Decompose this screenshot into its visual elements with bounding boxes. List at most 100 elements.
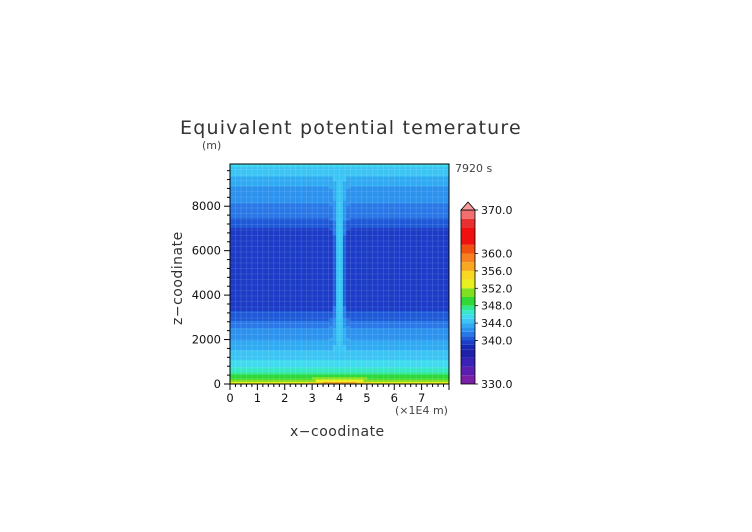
heatmap-cell bbox=[380, 261, 385, 265]
heatmap-cell bbox=[291, 274, 296, 277]
heatmap-cell bbox=[383, 212, 388, 216]
heatmap-cell bbox=[230, 340, 234, 343]
heatmap-cell bbox=[431, 242, 436, 246]
heatmap-cell bbox=[264, 274, 269, 277]
heatmap-cell bbox=[360, 237, 364, 241]
heatmap-cell bbox=[404, 330, 409, 334]
heatmap-cell bbox=[418, 315, 423, 319]
heatmap-cell bbox=[308, 371, 313, 375]
heatmap-cell bbox=[298, 335, 303, 338]
heatmap-cell bbox=[390, 340, 395, 343]
heatmap-cell bbox=[281, 359, 286, 363]
heatmap-cell bbox=[250, 239, 255, 243]
heatmap-cell bbox=[230, 239, 234, 243]
heatmap-cell bbox=[435, 288, 440, 292]
heatmap-cell bbox=[435, 366, 440, 370]
heatmap-cell bbox=[257, 247, 262, 250]
heatmap-cell bbox=[414, 352, 419, 356]
heatmap-cell bbox=[339, 256, 344, 260]
heatmap-cell bbox=[329, 332, 334, 336]
heatmap-cell bbox=[267, 283, 272, 287]
heatmap-cell bbox=[284, 254, 289, 258]
heatmap-cell bbox=[291, 232, 296, 236]
heatmap-cell bbox=[260, 381, 265, 384]
heatmap-cell bbox=[407, 342, 412, 346]
heatmap-cell bbox=[373, 359, 378, 363]
heatmap-cell bbox=[349, 374, 354, 378]
heatmap-cell bbox=[414, 303, 419, 307]
heatmap-cell bbox=[312, 283, 316, 287]
heatmap-cell bbox=[363, 327, 368, 331]
heatmap-cell bbox=[404, 274, 409, 277]
heatmap-cell bbox=[360, 212, 364, 216]
heatmap-cell bbox=[394, 234, 399, 238]
heatmap-cell bbox=[425, 266, 429, 270]
heatmap-cell bbox=[291, 215, 296, 219]
heatmap-cell bbox=[401, 300, 405, 304]
heatmap-cell bbox=[257, 244, 262, 248]
heatmap-cell bbox=[230, 200, 234, 204]
heatmap-cell bbox=[260, 296, 265, 299]
heatmap-cell bbox=[291, 327, 296, 331]
heatmap-cell bbox=[438, 364, 443, 368]
heatmap-cell bbox=[257, 254, 262, 258]
heatmap-cell bbox=[315, 376, 320, 380]
heatmap-cell bbox=[373, 315, 378, 319]
heatmap-cell bbox=[336, 198, 340, 202]
heatmap-cell bbox=[284, 381, 289, 384]
heatmap-cell bbox=[387, 198, 392, 202]
heatmap-cell bbox=[325, 193, 330, 197]
heatmap-cell bbox=[418, 291, 423, 294]
heatmap-cell bbox=[394, 366, 399, 370]
heatmap-cell bbox=[312, 249, 316, 253]
heatmap-cell bbox=[370, 325, 375, 329]
heatmap-cell bbox=[243, 288, 248, 292]
heatmap-cell bbox=[438, 322, 443, 326]
heatmap-cell bbox=[373, 281, 378, 285]
heatmap-cell bbox=[336, 325, 340, 329]
heatmap-cell bbox=[240, 352, 245, 356]
heatmap-cell bbox=[253, 381, 258, 384]
heatmap-cell bbox=[401, 296, 405, 299]
heatmap-cell bbox=[346, 318, 351, 321]
heatmap-cell bbox=[284, 210, 289, 214]
heatmap-cell bbox=[243, 234, 248, 238]
heatmap-cell bbox=[243, 249, 248, 253]
heatmap-cell bbox=[438, 349, 443, 353]
heatmap-cell bbox=[274, 315, 279, 319]
heatmap-cell bbox=[431, 259, 436, 263]
heatmap-cell bbox=[250, 234, 255, 238]
heatmap-cell bbox=[312, 325, 316, 329]
heatmap-cell bbox=[387, 349, 392, 353]
heatmap-cell bbox=[250, 278, 255, 282]
heatmap-cell bbox=[370, 215, 375, 219]
heatmap-cell bbox=[380, 203, 385, 206]
heatmap-cell bbox=[349, 230, 354, 233]
heatmap-cell bbox=[438, 315, 443, 319]
heatmap-cell bbox=[366, 352, 371, 356]
heatmap-cell bbox=[264, 325, 269, 329]
heatmap-cell bbox=[431, 335, 436, 338]
heatmap-cell bbox=[332, 208, 337, 211]
heatmap-cell bbox=[356, 281, 361, 285]
heatmap-cell bbox=[288, 303, 292, 307]
heatmap-cell bbox=[253, 271, 258, 275]
heatmap-cell bbox=[298, 227, 303, 231]
heatmap-cell bbox=[349, 244, 354, 248]
heatmap-cell bbox=[339, 352, 344, 356]
heatmap-cell bbox=[339, 300, 344, 304]
heatmap-cell bbox=[418, 247, 423, 250]
heatmap-cell bbox=[383, 281, 388, 285]
heatmap-cell bbox=[383, 247, 388, 250]
heatmap-cell bbox=[274, 259, 279, 263]
heatmap-cell bbox=[253, 315, 258, 319]
heatmap-cell bbox=[349, 330, 354, 334]
heatmap-cell bbox=[301, 330, 306, 334]
heatmap-cell bbox=[264, 247, 269, 250]
heatmap-cell bbox=[236, 332, 241, 336]
heatmap-cell bbox=[428, 298, 433, 302]
heatmap-cell bbox=[240, 310, 245, 314]
heatmap-cell bbox=[438, 330, 443, 334]
heatmap-cell bbox=[428, 212, 433, 216]
heatmap-cell bbox=[339, 308, 344, 312]
